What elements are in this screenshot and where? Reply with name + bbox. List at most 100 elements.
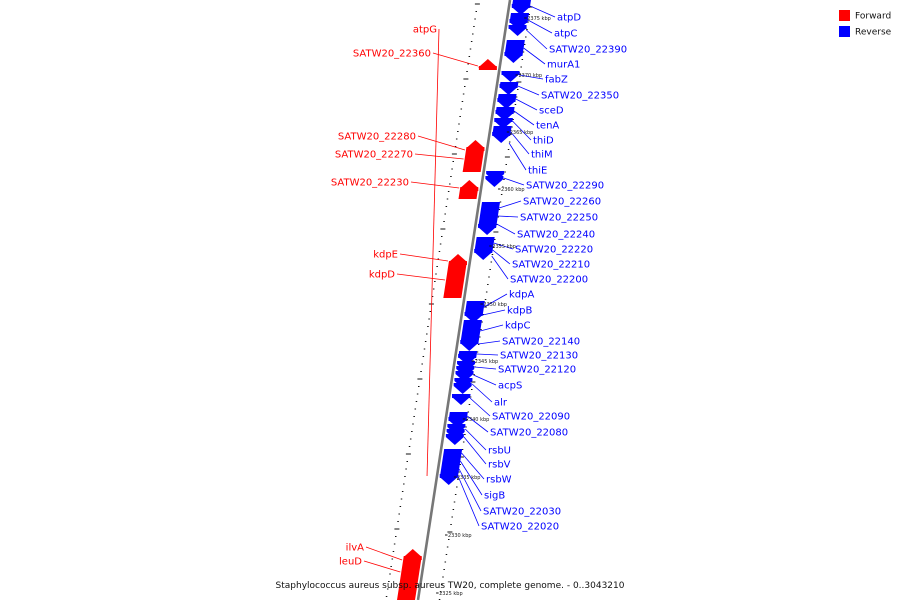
reverse-gene-leader (480, 324, 504, 332)
reverse-gene-leader (513, 110, 535, 126)
reverse-gene-arrow[interactable] (478, 224, 497, 235)
reverse-gene-label-atpc[interactable]: atpC (554, 29, 577, 40)
reverse-gene-leader (523, 47, 546, 65)
reverse-gene-leader (497, 215, 519, 218)
reverse-gene-label-satw20-22200[interactable]: SATW20_22200 (510, 275, 588, 286)
reverse-gene-label-satw20-22390[interactable]: SATW20_22390 (549, 45, 627, 56)
reverse-gene-leader (492, 249, 511, 265)
reverse-gene-arrow[interactable] (501, 71, 520, 82)
forward-gene-label-satw20-22230[interactable]: SATW20_22230 (331, 178, 409, 189)
scale-tick-label: 2375 kbp (527, 16, 551, 22)
reverse-gene-label-thid[interactable]: thiD (533, 136, 554, 147)
reverse-gene-label-fabz[interactable]: fabZ (545, 75, 568, 86)
reverse-gene-label-alr[interactable]: alr (494, 398, 508, 409)
reverse-gene-label-satw20-22290[interactable]: SATW20_22290 (526, 181, 604, 192)
forward-gene-label-kdpd[interactable]: kdpD (369, 270, 395, 281)
forward-gene-arrow[interactable] (403, 549, 422, 560)
reverse-gene-label-thie[interactable]: thiE (528, 166, 547, 177)
reverse-gene-label-satw20-22350[interactable]: SATW20_22350 (541, 91, 619, 102)
reverse-gene-label-sced[interactable]: sceD (539, 106, 564, 117)
reverse-gene-label-kdpb[interactable]: kdpB (507, 306, 532, 317)
reverse-gene-label-satw20-22140[interactable]: SATW20_22140 (502, 337, 580, 348)
reverse-gene-label-kdpa[interactable]: kdpA (509, 290, 534, 301)
reverse-gene-label-atpd[interactable]: atpD (557, 13, 581, 24)
reverse-gene-label-rsbu[interactable]: rsbU (488, 446, 511, 457)
reverse-gene-label-satw20-22020[interactable]: SATW20_22020 (481, 522, 559, 533)
reverse-gene-block[interactable] (439, 449, 463, 478)
reverse-gene-leader (508, 142, 527, 171)
reverse-gene-leader (463, 436, 487, 465)
reverse-gene-leader (461, 452, 485, 480)
forward-gene-label-satw20-22270[interactable]: SATW20_22270 (335, 150, 413, 161)
forward-gene-block[interactable] (462, 147, 485, 172)
reverse-gene-label-rsbv[interactable]: rsbV (488, 460, 511, 471)
reverse-gene-leader (478, 340, 501, 345)
forward-gene-leader (417, 135, 466, 151)
reverse-gene-arrow[interactable] (509, 19, 528, 30)
reverse-gene-label-satw20-22130[interactable]: SATW20_22130 (500, 351, 578, 362)
reverse-gene-arrow[interactable] (494, 118, 513, 129)
forward-gene-label-leud[interactable]: leuD (339, 557, 362, 568)
forward-gene-arrow[interactable] (466, 140, 485, 151)
reverse-gene-label-satw20-22080[interactable]: SATW20_22080 (490, 428, 568, 439)
forward-gene-block[interactable] (443, 261, 467, 298)
reverse-gene-leader (503, 177, 525, 186)
legend-forward-label: Forward (855, 12, 891, 22)
reverse-gene-arrow[interactable] (451, 394, 470, 405)
reverse-gene-arrow[interactable] (511, 4, 530, 15)
reverse-gene-leader (498, 200, 522, 209)
forward-gene-label-atpg[interactable]: atpG (413, 25, 437, 36)
reverse-gene-label-kdpc[interactable]: kdpC (505, 321, 530, 332)
reverse-gene-arrow[interactable] (453, 383, 472, 394)
reverse-gene-label-sigb[interactable]: sigB (484, 491, 505, 502)
reverse-gene-arrow[interactable] (445, 434, 464, 445)
reverse-gene-label-satw20-22030[interactable]: SATW20_22030 (483, 507, 561, 518)
reverse-gene-label-satw20-22250[interactable]: SATW20_22250 (520, 213, 598, 224)
reverse-gene-label-mura1[interactable]: murA1 (547, 60, 580, 71)
reverse-gene-arrow[interactable] (499, 84, 518, 95)
reverse-gene-arrow[interactable] (439, 474, 458, 485)
reverse-gene-label-thim[interactable]: thiM (531, 150, 553, 161)
reverse-gene-label-satw20-22210[interactable]: SATW20_22210 (512, 260, 590, 271)
reverse-gene-arrow[interactable] (485, 176, 504, 187)
forward-gene-label-kdpe[interactable]: kdpE (373, 250, 398, 261)
reverse-gene-leader (457, 475, 480, 527)
reverse-gene-leader (483, 293, 508, 308)
reverse-gene-arrow[interactable] (497, 98, 516, 109)
reverse-gene-label-satw20-22260[interactable]: SATW20_22260 (523, 197, 601, 208)
reverse-gene-label-acps[interactable]: acpS (498, 381, 522, 392)
forward-gene-arrow[interactable] (478, 59, 497, 70)
reverse-gene-label-tena[interactable]: tenA (536, 121, 559, 132)
forward-gene-label-ilva[interactable]: ilvA (346, 543, 364, 554)
reverse-gene-label-satw20-22240[interactable]: SATW20_22240 (517, 230, 595, 241)
reverse-gene-arrow[interactable] (492, 132, 511, 143)
reverse-gene-block[interactable] (460, 320, 482, 344)
legend-forward-swatch (839, 10, 850, 21)
forward-gene-arrow[interactable] (448, 254, 467, 265)
reverse-gene-leader (469, 397, 491, 417)
reverse-gene-arrow[interactable] (455, 371, 474, 382)
forward-gene-arrow[interactable] (460, 180, 479, 191)
reverse-gene-arrow[interactable] (504, 52, 523, 63)
reverse-gene-label-satw20-22120[interactable]: SATW20_22120 (498, 365, 576, 376)
reverse-gene-arrow[interactable] (508, 25, 527, 36)
reverse-gene-arrow[interactable] (460, 340, 479, 351)
reverse-gene-leader (527, 19, 553, 34)
forward-gene-label-satw20-22360[interactable]: SATW20_22360 (353, 49, 431, 60)
reverse-gene-leader (515, 98, 538, 111)
forward-gene-label-satw20-22280[interactable]: SATW20_22280 (338, 132, 416, 143)
scale-tick-labels: 2375 kbp 2370 kbp 2365 kbp 2360 kbp 2355 kbp… (436, 16, 551, 597)
reverse-gene-arrow[interactable] (474, 249, 493, 260)
forward-gene-block[interactable] (397, 556, 422, 600)
reverse-gene-label-satw20-22090[interactable]: SATW20_22090 (492, 412, 570, 423)
reverse-gene-arrow[interactable] (464, 312, 483, 323)
forward-gene-leader (399, 253, 449, 262)
reverse-gene-leader (526, 29, 548, 50)
reverse-gene-arrow[interactable] (495, 110, 514, 121)
reverse-gene-block[interactable] (478, 202, 501, 228)
reverse-gene-arrow[interactable] (448, 417, 467, 428)
reverse-gene-arrow[interactable] (458, 354, 477, 365)
reverse-gene-label-satw20-22220[interactable]: SATW20_22220 (515, 245, 593, 256)
forward-gene-leader (432, 52, 478, 67)
reverse-gene-label-rsbw[interactable]: rsbW (486, 475, 512, 486)
